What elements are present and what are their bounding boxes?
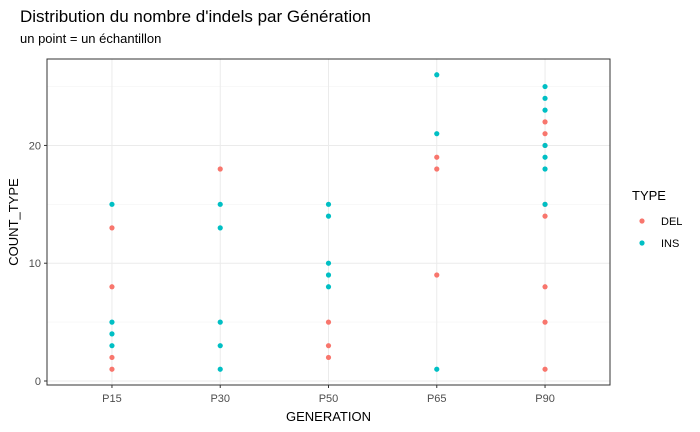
data-point-del — [434, 166, 440, 172]
data-point-ins — [217, 366, 223, 372]
y-axis: 0 10 20 — [29, 140, 47, 388]
legend-label-ins: INS — [661, 238, 679, 250]
data-point-ins — [325, 272, 332, 278]
data-point-ins — [217, 225, 223, 231]
data-point-ins — [217, 201, 223, 207]
data-point-ins — [542, 201, 548, 207]
chart-subtitle: un point = un échantillon — [20, 31, 162, 46]
data-point-del — [325, 319, 332, 325]
data-point-del — [109, 225, 115, 231]
data-point-ins — [542, 107, 548, 113]
y-tick-label: 10 — [29, 258, 41, 270]
data-point-del — [109, 284, 115, 290]
data-point-ins — [325, 201, 332, 207]
data-point-del — [542, 119, 548, 125]
legend-key-del — [639, 218, 645, 224]
x-axis-title: GENERATION — [286, 409, 371, 424]
x-tick-label: P90 — [535, 393, 555, 405]
y-axis-title: COUNT_TYPE — [6, 178, 21, 266]
data-point-ins — [217, 319, 223, 325]
data-point-del — [542, 213, 548, 219]
legend: TYPE DEL INS — [632, 188, 682, 250]
data-point-ins — [217, 343, 223, 349]
data-point-ins — [542, 154, 548, 160]
data-point-ins — [542, 95, 548, 101]
data-point-ins — [434, 366, 440, 372]
data-points — [109, 72, 548, 372]
data-point-ins — [434, 72, 440, 78]
x-tick-label: P30 — [210, 393, 230, 405]
x-tick-label: P65 — [427, 393, 447, 405]
data-point-ins — [325, 213, 332, 219]
legend-label-del: DEL — [661, 216, 682, 228]
legend-key-ins — [639, 240, 645, 246]
data-point-del — [325, 343, 332, 349]
chart-title: Distribution du nombre d'indels par Géné… — [20, 7, 371, 26]
x-tick-label: P50 — [319, 393, 339, 405]
data-point-ins — [542, 166, 548, 172]
data-point-ins — [542, 142, 548, 149]
data-point-del — [434, 154, 440, 160]
data-point-del — [542, 366, 548, 372]
major-gridlines — [47, 59, 610, 385]
data-point-ins — [542, 83, 548, 90]
data-point-del — [434, 272, 440, 278]
data-point-ins — [109, 343, 115, 349]
data-point-del — [109, 354, 115, 361]
data-point-ins — [325, 284, 332, 290]
data-point-del — [542, 284, 548, 290]
data-point-ins — [109, 331, 115, 337]
data-point-ins — [109, 201, 115, 207]
data-point-del — [325, 354, 332, 361]
legend-title: TYPE — [632, 188, 666, 203]
data-point-ins — [109, 319, 115, 325]
x-axis: P15 P30 P50 P65 P90 — [102, 385, 555, 405]
y-tick-label: 20 — [29, 140, 41, 152]
data-point-del — [542, 319, 548, 325]
data-point-del — [217, 166, 223, 172]
data-point-del — [109, 366, 115, 372]
data-point-ins — [434, 131, 440, 137]
data-point-del — [542, 131, 548, 137]
y-tick-label: 0 — [35, 376, 41, 388]
x-tick-label: P15 — [102, 393, 122, 405]
data-point-ins — [325, 260, 332, 266]
